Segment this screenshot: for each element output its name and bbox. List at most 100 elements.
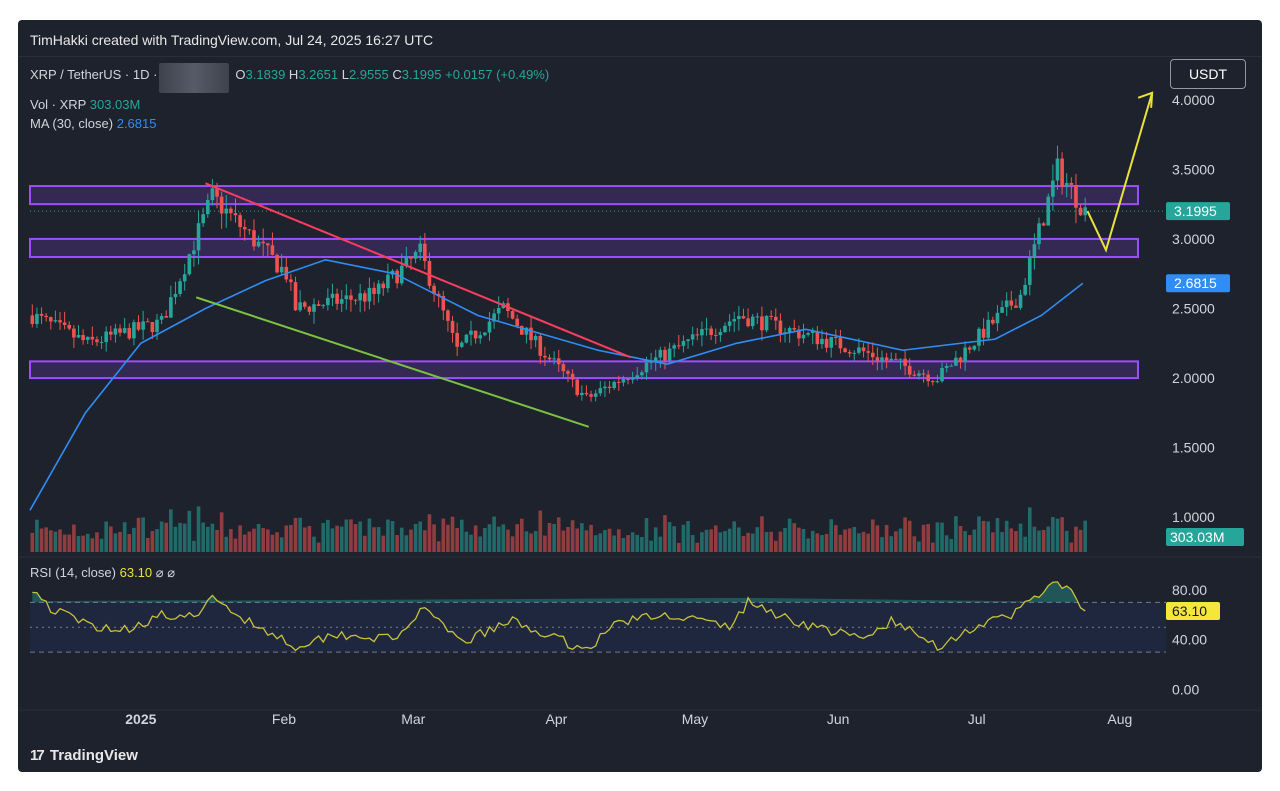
volume-bar	[792, 523, 797, 552]
candle	[224, 208, 229, 214]
candle	[750, 316, 755, 327]
open-value: 3.1839	[245, 67, 286, 82]
candle	[53, 320, 58, 322]
volume-bar	[926, 524, 930, 552]
candle	[529, 327, 533, 341]
ma-value: 2.6815	[116, 116, 157, 131]
volume-bar	[644, 518, 649, 552]
volume-bar	[182, 523, 187, 552]
candle	[912, 374, 917, 376]
symbol-label[interactable]: XRP / TetherUS · 1D ·	[30, 67, 158, 82]
time-tick-label: Aug	[1107, 711, 1132, 727]
volume-bar	[1060, 517, 1064, 552]
hidden-icon[interactable]: ⌀	[155, 565, 164, 580]
candle	[1032, 244, 1037, 258]
rsi-legend: RSI (14, close) 63.10 ⌀ ⌀	[30, 565, 175, 581]
candle	[954, 357, 958, 366]
volume-bar	[783, 527, 787, 552]
volume-bar	[626, 535, 630, 552]
volume-bar	[492, 516, 496, 552]
change-value: +0.0157 (+0.49%)	[445, 67, 550, 82]
candle	[298, 302, 302, 311]
candle	[372, 287, 376, 294]
volume-bar	[972, 529, 977, 552]
volume-bar	[418, 521, 423, 552]
volume-bar	[487, 524, 492, 552]
volume-bar	[164, 522, 169, 552]
volume-bar	[506, 529, 510, 552]
candle	[1083, 207, 1087, 216]
hidden-icon[interactable]: ⌀	[167, 565, 176, 580]
candle	[815, 331, 820, 345]
price-tick-label: 4.0000	[1172, 92, 1215, 108]
ma-label[interactable]: MA (30, close)	[30, 116, 114, 131]
volume-bar	[764, 531, 769, 552]
candle	[459, 342, 464, 347]
candle	[672, 345, 676, 349]
volume-bar	[981, 520, 986, 552]
candle	[427, 261, 432, 286]
volume-bar	[496, 526, 501, 552]
volume-bar	[690, 535, 695, 552]
candle	[141, 321, 145, 330]
volume-bar	[603, 530, 607, 552]
volume-bar	[649, 540, 653, 552]
candle	[344, 295, 349, 300]
volume-bar	[1041, 530, 1046, 552]
volume-bar	[293, 517, 298, 552]
candle	[169, 297, 173, 318]
volume-bar	[261, 528, 266, 552]
candle	[792, 328, 797, 330]
volume-bar	[658, 536, 663, 552]
candle	[944, 365, 949, 368]
volume-bar	[473, 525, 478, 552]
volume-bar	[898, 528, 903, 552]
candle	[446, 310, 450, 321]
candle	[870, 352, 875, 358]
candle	[718, 332, 723, 336]
volume-bar	[436, 541, 441, 552]
volume-bar	[459, 519, 464, 552]
volume-bar	[635, 534, 640, 552]
candle	[367, 287, 372, 302]
candle	[570, 373, 575, 380]
volume-bar	[62, 534, 67, 552]
candle	[1018, 294, 1023, 308]
candle	[584, 392, 589, 395]
volume-bar	[580, 523, 584, 552]
price-chart[interactable]: 4.0000 3.5000 3.0000 2.5000 2.0000 1.5000 1.00…	[18, 20, 1262, 772]
candle	[732, 319, 737, 322]
candle	[275, 254, 279, 273]
candle	[192, 250, 196, 255]
volume-bar	[252, 528, 256, 552]
candle	[353, 299, 358, 301]
rsi-label[interactable]: RSI (14, close)	[30, 565, 116, 580]
volume-bar	[1027, 507, 1032, 552]
candle	[404, 256, 409, 266]
volume-bar	[695, 542, 700, 552]
candle	[85, 336, 90, 341]
volume-bar	[543, 535, 547, 552]
currency-button[interactable]: USDT	[1170, 59, 1246, 89]
volume-bar	[727, 528, 732, 552]
volume-bar	[109, 526, 113, 552]
candle	[972, 345, 977, 350]
symbol-legend: XRP / TetherUS · 1D · O3.1839 H3.2651 L2.…	[30, 63, 550, 133]
volume-bar	[44, 527, 48, 552]
candle	[880, 357, 884, 361]
candle	[806, 332, 810, 335]
volume-bar	[843, 529, 847, 552]
candle	[552, 358, 556, 360]
volume-bar	[113, 533, 118, 552]
candle	[30, 315, 35, 324]
zone-rect	[29, 360, 1139, 380]
candle	[746, 318, 750, 327]
volume-label[interactable]: Vol · XRP	[30, 97, 87, 112]
rsi-tick-label: 80.00	[1172, 582, 1207, 598]
candle	[898, 358, 903, 360]
volume-bar	[1000, 532, 1004, 552]
candle	[409, 256, 413, 259]
volume-bar	[376, 527, 381, 552]
volume-bar	[372, 527, 376, 552]
candle	[533, 335, 538, 341]
